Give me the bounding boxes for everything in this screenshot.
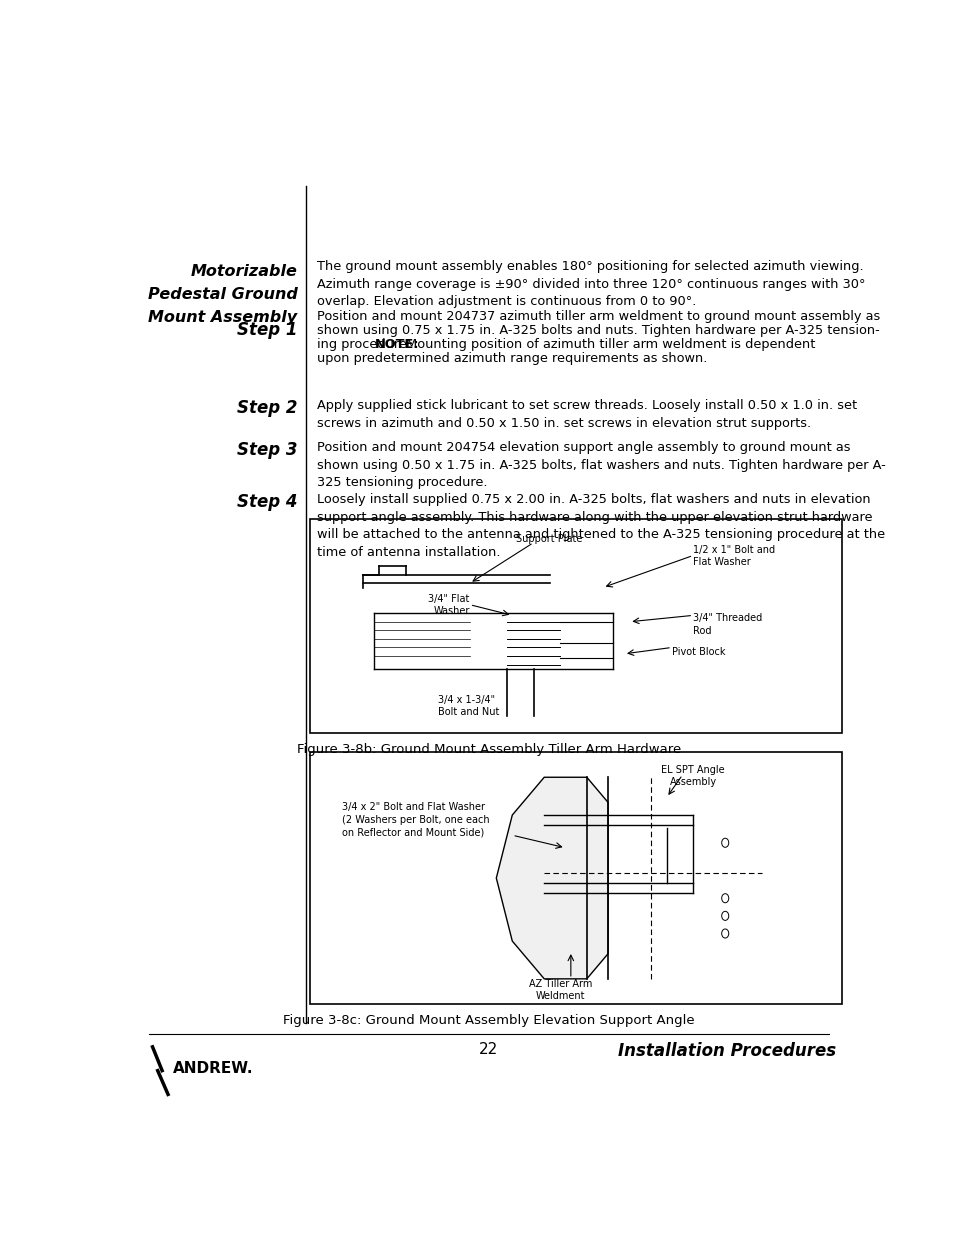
Text: ANDREW.: ANDREW. bbox=[172, 1061, 253, 1076]
Text: NOTE:: NOTE: bbox=[375, 338, 419, 351]
Text: 1/2 x 1" Bolt and
Flat Washer: 1/2 x 1" Bolt and Flat Washer bbox=[693, 545, 775, 567]
Text: 3/4 x 2" Bolt and Flat Washer
(2 Washers per Bolt, one each
on Reflector and Mou: 3/4 x 2" Bolt and Flat Washer (2 Washers… bbox=[341, 803, 489, 837]
Text: Installation Procedures: Installation Procedures bbox=[618, 1042, 836, 1060]
Text: 3/4 x 1-3/4"
Bolt and Nut: 3/4 x 1-3/4" Bolt and Nut bbox=[437, 694, 498, 718]
Text: Step 1: Step 1 bbox=[236, 321, 297, 340]
Text: Motorizable: Motorizable bbox=[191, 264, 297, 279]
Text: Apply supplied stick lubricant to set screw threads. Loosely install 0.50 x 1.0 : Apply supplied stick lubricant to set sc… bbox=[317, 399, 857, 430]
Polygon shape bbox=[496, 777, 607, 979]
Text: ing procedure.: ing procedure. bbox=[317, 338, 416, 351]
Text: Position and mount 204754 elevation support angle assembly to ground mount as
sh: Position and mount 204754 elevation supp… bbox=[317, 441, 885, 489]
Text: 3/4" Flat
Washer: 3/4" Flat Washer bbox=[428, 594, 469, 616]
Text: 3/4" Threaded
Rod: 3/4" Threaded Rod bbox=[693, 614, 761, 636]
Text: The ground mount assembly enables 180° positioning for selected azimuth viewing.: The ground mount assembly enables 180° p… bbox=[317, 261, 865, 309]
Bar bbox=[310, 519, 841, 734]
Text: shown using 0.75 x 1.75 in. A-325 bolts and nuts. Tighten hardware per A-325 ten: shown using 0.75 x 1.75 in. A-325 bolts … bbox=[317, 324, 880, 337]
Text: Step 2: Step 2 bbox=[236, 399, 297, 417]
Text: Loosely install supplied 0.75 x 2.00 in. A-325 bolts, flat washers and nuts in e: Loosely install supplied 0.75 x 2.00 in.… bbox=[317, 494, 884, 559]
Text: Mounting position of azimuth tiller arm weldment is dependent: Mounting position of azimuth tiller arm … bbox=[401, 338, 814, 351]
Text: Figure 3-8c: Ground Mount Assembly Elevation Support Angle: Figure 3-8c: Ground Mount Assembly Eleva… bbox=[283, 1014, 694, 1026]
Text: 22: 22 bbox=[478, 1042, 498, 1057]
Text: Pedestal Ground: Pedestal Ground bbox=[148, 287, 297, 303]
Text: Step 3: Step 3 bbox=[236, 441, 297, 459]
Bar bbox=[310, 752, 841, 1004]
Text: Step 4: Step 4 bbox=[236, 494, 297, 511]
Text: upon predetermined azimuth range requirements as shown.: upon predetermined azimuth range require… bbox=[317, 352, 707, 366]
Text: Support Plate: Support Plate bbox=[516, 534, 582, 545]
Text: AZ Tiller Arm
Weldment: AZ Tiller Arm Weldment bbox=[528, 979, 591, 1002]
Text: EL SPT Angle
Assembly: EL SPT Angle Assembly bbox=[660, 764, 724, 787]
Text: Position and mount 204737 azimuth tiller arm weldment to ground mount assembly a: Position and mount 204737 azimuth tiller… bbox=[317, 310, 880, 322]
Text: Mount Assembly: Mount Assembly bbox=[148, 310, 297, 325]
Text: Pivot Block: Pivot Block bbox=[671, 647, 724, 657]
Text: Figure 3-8b: Ground Mount Assembly Tiller Arm Hardware: Figure 3-8b: Ground Mount Assembly Tille… bbox=[296, 742, 680, 756]
